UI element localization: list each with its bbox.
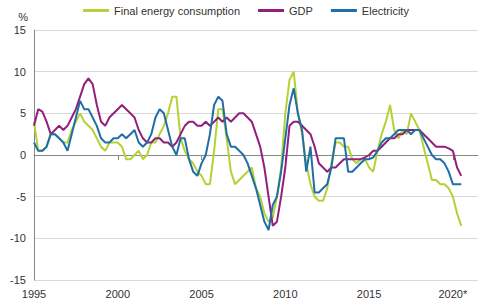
svg-text:Electricity: Electricity: [362, 5, 410, 17]
svg-text:%: %: [18, 11, 28, 23]
svg-text:15: 15: [14, 24, 26, 36]
svg-text:-10: -10: [10, 232, 26, 244]
svg-text:2000: 2000: [106, 288, 130, 300]
svg-text:1995: 1995: [22, 288, 46, 300]
svg-text:2015: 2015: [357, 288, 381, 300]
svg-text:2005: 2005: [189, 288, 213, 300]
svg-text:GDP: GDP: [289, 5, 313, 17]
svg-text:-5: -5: [16, 191, 26, 203]
svg-text:2010: 2010: [273, 288, 297, 300]
svg-text:10: 10: [14, 66, 26, 78]
svg-text:-15: -15: [10, 274, 26, 286]
svg-text:5: 5: [20, 107, 26, 119]
svg-text:Final energy consumption: Final energy consumption: [114, 5, 240, 17]
svg-text:0: 0: [20, 149, 26, 161]
svg-text:2020*: 2020*: [438, 288, 467, 300]
